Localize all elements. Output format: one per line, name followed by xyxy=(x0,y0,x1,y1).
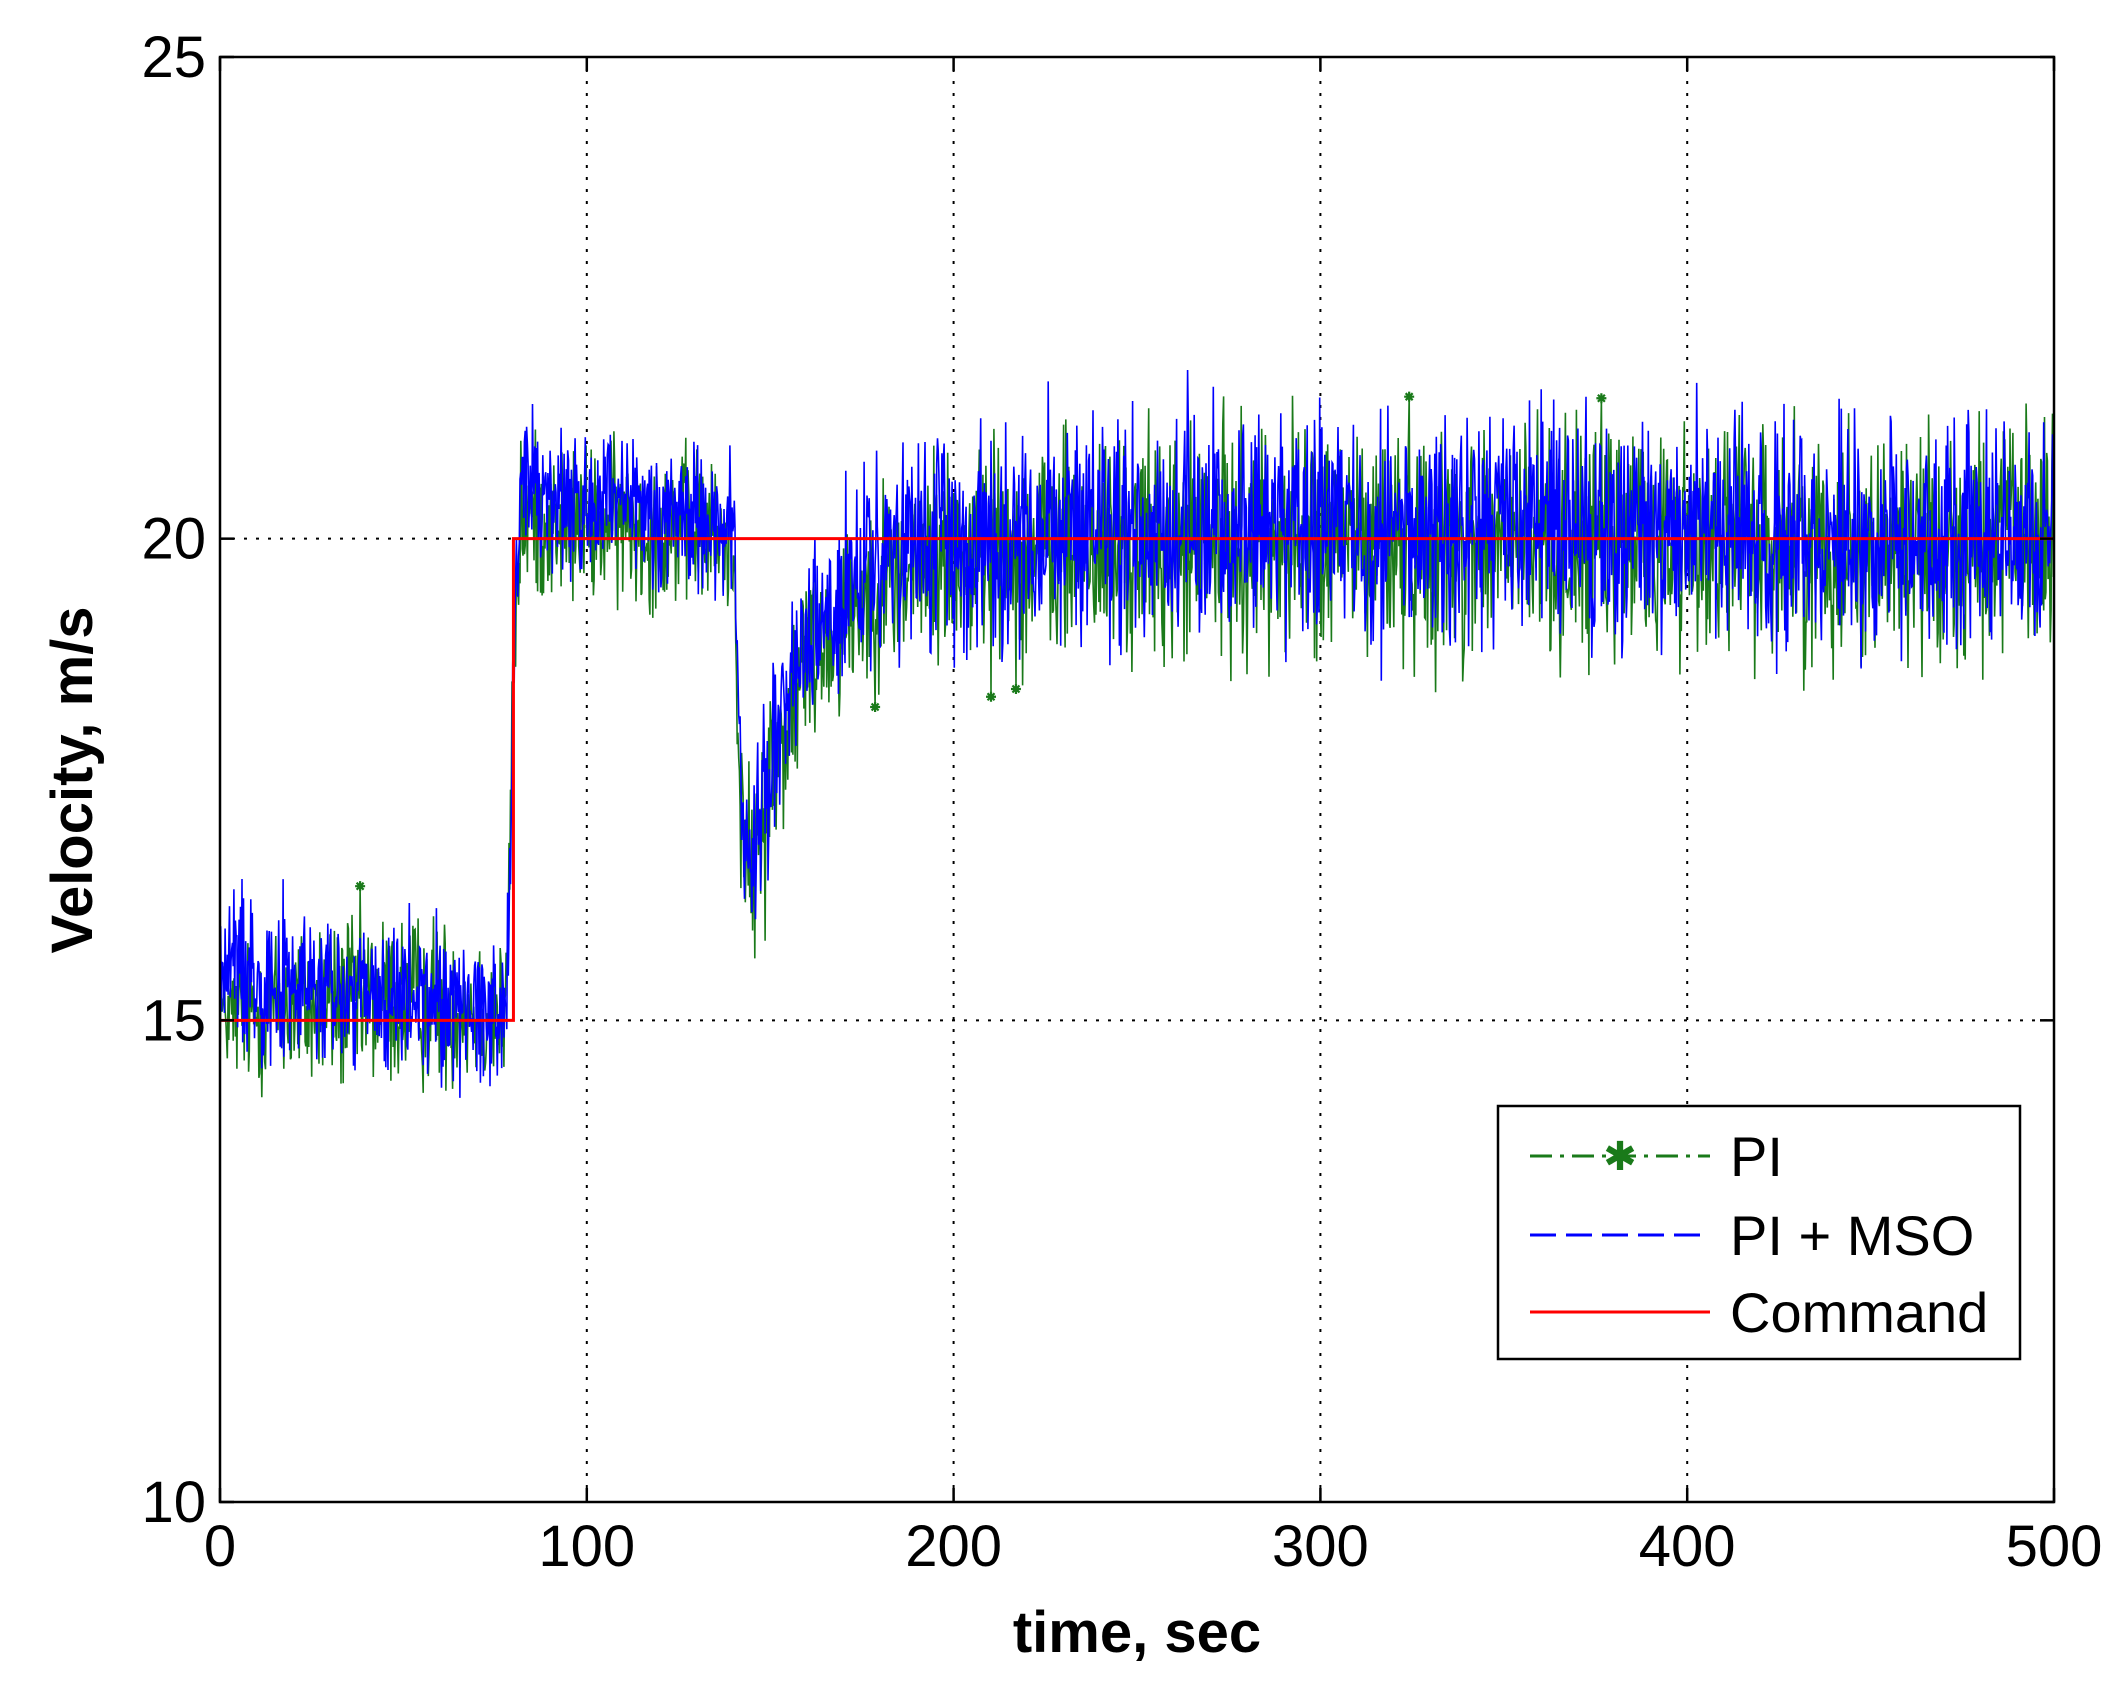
x-tick-label: 300 xyxy=(1272,1514,1369,1579)
legend-label-pi-mso: PI + MSO xyxy=(1730,1204,1974,1267)
pi-star-marker xyxy=(1404,391,1415,402)
series-pi-markers xyxy=(355,391,1607,892)
plot-frame xyxy=(218,55,2056,1504)
ticks: 0 100 200 300 400 500 10 15 20 25 xyxy=(141,25,2102,1579)
pi-star-marker xyxy=(870,701,881,712)
pi-star-marker xyxy=(1010,684,1021,695)
series-layer xyxy=(219,369,2055,1098)
x-tick-label: 0 xyxy=(204,1514,236,1579)
x-tick-label: 400 xyxy=(1639,1514,1736,1579)
pi-star-marker xyxy=(355,881,366,892)
y-tick-label: 25 xyxy=(141,25,206,90)
y-tick-label: 20 xyxy=(141,507,206,572)
x-tick-label: 500 xyxy=(2006,1514,2103,1579)
y-tick-label: 15 xyxy=(141,988,206,1053)
x-tick-label: 100 xyxy=(538,1514,635,1579)
series-pi-mso-line xyxy=(219,369,2055,1098)
grid xyxy=(220,57,2054,1502)
pi-star-marker xyxy=(986,691,997,702)
pi-star-marker xyxy=(1596,393,1607,404)
legend-box xyxy=(1496,1104,2022,1361)
legend: ✱ PI PI + MSO Command xyxy=(1496,1104,2022,1361)
series-command-line xyxy=(220,537,2054,1022)
x-tick-label: 200 xyxy=(905,1514,1002,1579)
y-tick-label: 10 xyxy=(141,1470,206,1535)
y-axis-label: Velocity, m/s xyxy=(40,606,105,953)
legend-label-command: Command xyxy=(1730,1281,1988,1344)
legend-star-pi: ✱ xyxy=(1603,1135,1637,1179)
legend-label-pi: PI xyxy=(1730,1125,1783,1188)
x-axis-label: time, sec xyxy=(1013,1600,1261,1665)
